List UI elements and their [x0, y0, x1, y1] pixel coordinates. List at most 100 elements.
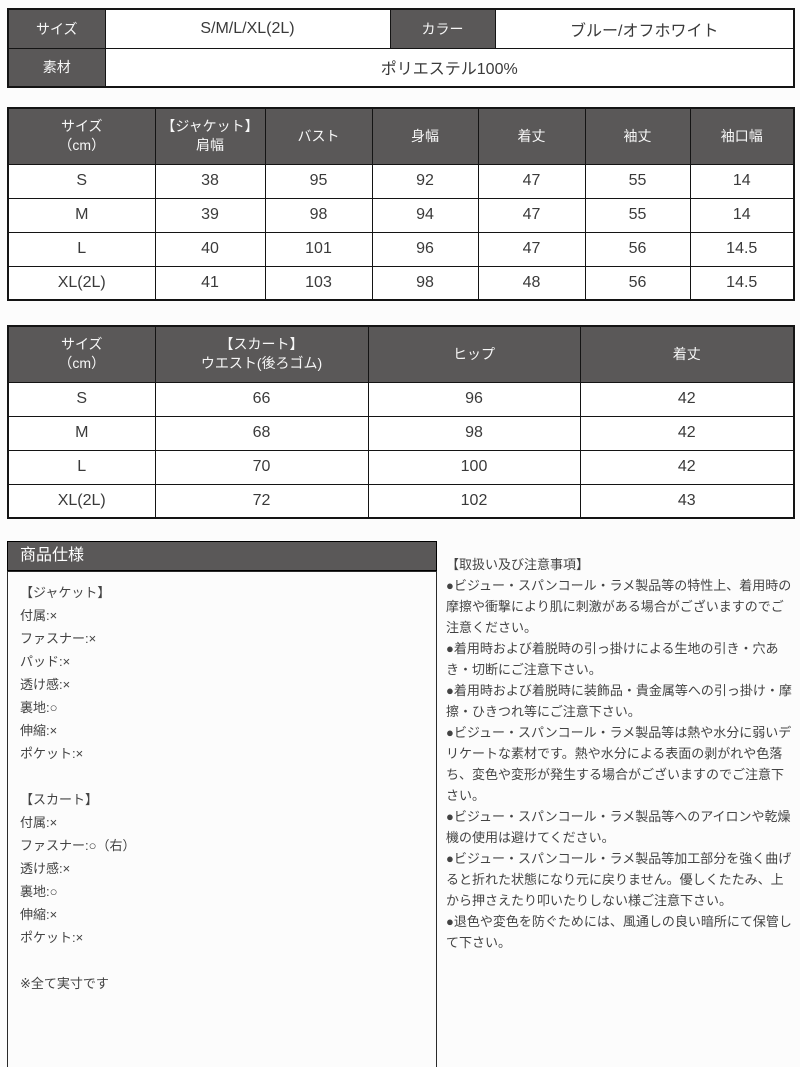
jacket-spec-heading: 【ジャケット】 [20, 585, 111, 600]
value-cell: 102 [367, 483, 581, 519]
spec-item: 裏地:○ [20, 700, 58, 715]
care-note-item: ●ビジュー・スパンコール・ラメ製品等へのアイロンや乾燥機の使用は避けてください。 [446, 809, 791, 845]
spec-item: 伸縮:× [20, 723, 58, 738]
value-cell: 98 [367, 415, 581, 451]
size-cell: M [7, 415, 156, 451]
jacket-bodywidth-header-cell: 身幅 [371, 107, 479, 165]
care-note-item: ●ビジュー・スパンコール・ラメ製品等加工部分を強く曲げると折れた状態になり元に戻… [446, 851, 792, 908]
jacket-length-header-cell: 着丈 [477, 107, 586, 165]
jacket-table-row-xl: XL(2L) 41 103 98 48 56 14.5 [7, 265, 795, 301]
size-header-unit: （cm） [58, 355, 106, 372]
value-cell: 103 [264, 265, 373, 301]
jacket-shoulder-label: 肩幅 [196, 137, 224, 154]
jacket-table-row-m: M 39 98 94 47 55 14 [7, 197, 795, 233]
value-cell: 56 [584, 265, 691, 301]
spec-item: 透け感:× [20, 677, 71, 692]
spec-item: 伸縮:× [20, 907, 58, 922]
spec-item: ファスナー:○（右） [20, 838, 136, 853]
actual-measurement-note: ※全て実寸です [20, 976, 109, 991]
spacer [20, 765, 424, 788]
size-cell: L [7, 449, 156, 485]
jacket-cuff-header-cell: 袖口幅 [689, 107, 795, 165]
size-cell: XL(2L) [7, 265, 156, 301]
value-cell: 48 [477, 265, 586, 301]
value-cell: 95 [264, 163, 373, 199]
value-cell: 55 [584, 197, 691, 233]
skirt-size-header-cell: サイズ （cm） [7, 325, 156, 383]
material-value-cell: ポリエステル100% [104, 47, 795, 88]
value-cell: 98 [371, 265, 479, 301]
value-cell: 42 [579, 381, 795, 417]
value-cell: 55 [584, 163, 691, 199]
skirt-waist-label: ウエスト(後ろゴム) [200, 355, 323, 372]
product-spec-box: 商品仕様 【ジャケット】 付属:× ファスナー:× パッド:× 透け感:× 裏地… [7, 541, 437, 1067]
spec-item: 裏地:○ [20, 884, 58, 899]
material-label-cell: 素材 [7, 47, 106, 88]
skirt-table-header-row: サイズ （cm） 【スカート】 ウエスト(後ろゴム) ヒップ 着丈 [7, 325, 795, 383]
skirt-hip-header-cell: ヒップ [367, 325, 581, 383]
color-label-cell: カラー [389, 8, 496, 49]
spec-item: ポケット:× [20, 930, 84, 945]
skirt-table-row-s: S 66 96 42 [7, 381, 795, 417]
value-cell: 43 [579, 483, 795, 519]
size-cell: XL(2L) [7, 483, 156, 519]
value-cell: 56 [584, 231, 691, 267]
care-note-item: ●着用時および着脱時の引っ掛けによる生地の引き・穴あき・切断にご注意下さい。 [446, 641, 779, 677]
spec-item: パッド:× [20, 654, 71, 669]
value-cell: 47 [477, 163, 586, 199]
color-value-cell: ブルー/オフホワイト [494, 8, 795, 49]
care-notes: 【取扱い及び注意事項】 ●ビジュー・スパンコール・ラメ製品等の特性上、着用時の摩… [446, 541, 793, 953]
size-value-cell: S/M/L/XL(2L) [104, 8, 391, 49]
skirt-spec-heading: 【スカート】 [20, 792, 99, 807]
summary-row-material: 素材 ポリエステル100% [7, 47, 795, 88]
care-note-item: ●着用時および着脱時に装飾品・貴金属等への引っ掛け・摩擦・ひきつれ等にご注意下さ… [446, 683, 792, 719]
value-cell: 96 [371, 231, 479, 267]
care-note-item: ●ビジュー・スパンコール・ラメ製品等の特性上、着用時の摩擦や衝撃により肌に刺激が… [446, 578, 792, 635]
skirt-table-row-m: M 68 98 42 [7, 415, 795, 451]
jacket-bust-header-cell: バスト [264, 107, 373, 165]
value-cell: 94 [371, 197, 479, 233]
value-cell: 92 [371, 163, 479, 199]
value-cell: 41 [154, 265, 266, 301]
jacket-size-table: サイズ （cm） 【ジャケット】 肩幅 バスト 身幅 着丈 袖丈 袖口幅 S 3… [7, 107, 795, 301]
size-cell: S [7, 163, 156, 199]
value-cell: 14.5 [689, 265, 795, 301]
value-cell: 47 [477, 197, 586, 233]
jacket-sleeve-header-cell: 袖丈 [584, 107, 691, 165]
value-cell: 70 [154, 449, 369, 485]
summary-table: サイズ S/M/L/XL(2L) カラー ブルー/オフホワイト 素材 ポリエステ… [7, 8, 795, 88]
skirt-length-header-cell: 着丈 [579, 325, 795, 383]
value-cell: 14.5 [689, 231, 795, 267]
value-cell: 68 [154, 415, 369, 451]
value-cell: 14 [689, 197, 795, 233]
care-notes-heading: 【取扱い及び注意事項】 [446, 557, 590, 572]
value-cell: 96 [367, 381, 581, 417]
spec-item: 透け感:× [20, 861, 71, 876]
skirt-table-row-xl: XL(2L) 72 102 43 [7, 483, 795, 519]
product-spec-title: 商品仕様 [7, 541, 437, 571]
value-cell: 42 [579, 415, 795, 451]
value-cell: 38 [154, 163, 266, 199]
size-header-label: サイズ [60, 336, 103, 353]
spec-item: 付属:× [20, 608, 58, 623]
size-header-unit: （cm） [58, 137, 106, 154]
spec-item: 付属:× [20, 815, 58, 830]
jacket-table-row-s: S 38 95 92 47 55 14 [7, 163, 795, 199]
jacket-table-row-l: L 40 101 96 47 56 14.5 [7, 231, 795, 267]
value-cell: 14 [689, 163, 795, 199]
value-cell: 47 [477, 231, 586, 267]
size-cell: S [7, 381, 156, 417]
size-cell: M [7, 197, 156, 233]
size-cell: L [7, 231, 156, 267]
care-note-item: ●ビジュー・スパンコール・ラメ製品等は熱や水分に弱いデリケートな素材です。熱や水… [446, 725, 792, 803]
bottom-section: 商品仕様 【ジャケット】 付属:× ファスナー:× パッド:× 透け感:× 裏地… [7, 541, 793, 1067]
skirt-waist-header-cell: 【スカート】 ウエスト(後ろゴム) [154, 325, 369, 383]
value-cell: 42 [579, 449, 795, 485]
value-cell: 100 [367, 449, 581, 485]
value-cell: 101 [264, 231, 373, 267]
value-cell: 72 [154, 483, 369, 519]
size-label-cell: サイズ [7, 8, 106, 49]
value-cell: 66 [154, 381, 369, 417]
jacket-table-header-row: サイズ （cm） 【ジャケット】 肩幅 バスト 身幅 着丈 袖丈 袖口幅 [7, 107, 795, 165]
